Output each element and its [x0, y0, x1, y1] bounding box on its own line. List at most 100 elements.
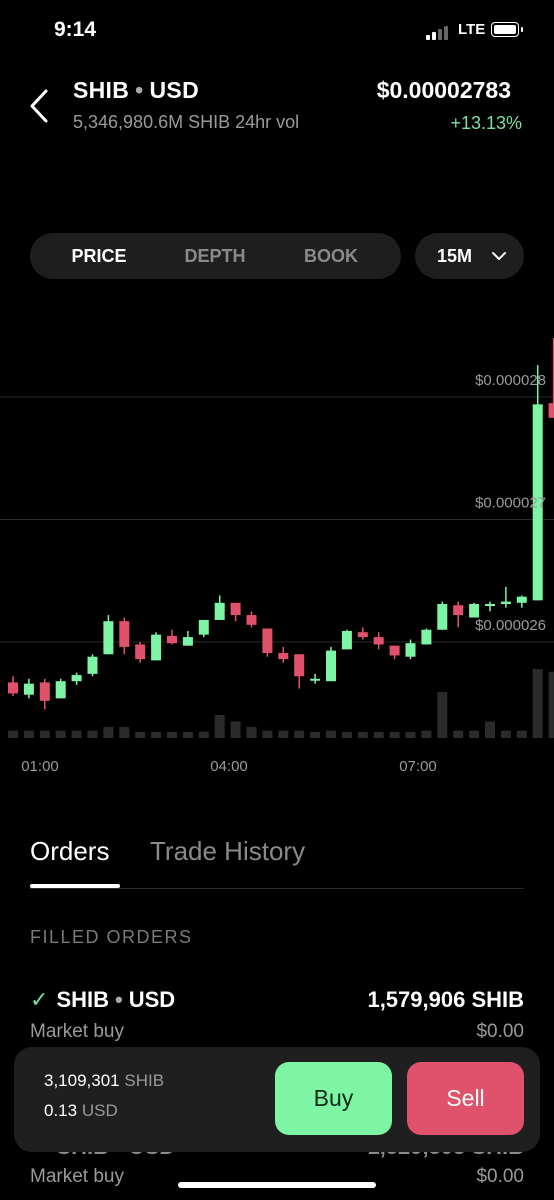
volume-bar — [469, 730, 480, 738]
price-chart[interactable]: $0.000028 $0.000027 $0.000026 01:00 04:00 07… — [0, 300, 554, 800]
signal-icon — [426, 24, 452, 40]
volume-bar — [310, 732, 321, 738]
candle-body — [103, 621, 114, 655]
base-symbol: SHIB — [73, 77, 130, 103]
candle-body — [485, 604, 495, 607]
candle-body — [87, 656, 98, 674]
candle-body — [198, 619, 209, 635]
order-amount: $0.00 — [476, 1021, 524, 1042]
trade-sheet: 3,109,301 SHIB 0.13 USD Buy Sell — [14, 1047, 540, 1152]
candle-body — [182, 637, 193, 646]
order-type: Market buy — [30, 1021, 124, 1042]
candle-body — [500, 601, 511, 605]
x-axis-label: 04:00 — [210, 758, 248, 775]
candle-body — [39, 682, 50, 701]
volume-bar — [500, 730, 511, 738]
home-indicator[interactable] — [178, 1182, 376, 1188]
volume-bar — [453, 730, 464, 738]
candle-body — [246, 615, 257, 625]
order-quote: USD — [128, 987, 176, 1012]
candle-body — [278, 653, 289, 660]
usd-balance-amount: 0.13 — [44, 1101, 78, 1120]
pair-title: SHIB • USD — [73, 77, 199, 104]
tab-book[interactable]: BOOK — [304, 246, 358, 266]
volume-bar — [39, 730, 50, 738]
candle-body — [71, 675, 82, 682]
status-time: 9:14 — [54, 18, 97, 41]
tab-trade-history[interactable]: Trade History — [150, 836, 306, 866]
candle-body — [119, 621, 130, 647]
candle-body — [55, 681, 66, 699]
volume-bar — [103, 726, 114, 738]
candle-body — [341, 630, 352, 650]
back-icon[interactable] — [28, 88, 50, 124]
volume-bar — [246, 726, 257, 738]
volume-bar — [548, 671, 554, 738]
volume-bar — [389, 732, 400, 738]
section-title: FILLED ORDERS — [30, 927, 193, 947]
volume-bar — [341, 732, 352, 738]
battery-icon — [491, 22, 523, 37]
volume-bar — [326, 730, 336, 738]
x-axis-label: 01:00 — [21, 758, 59, 775]
candle-body — [135, 644, 146, 660]
candle-body — [453, 605, 464, 616]
volume-bar — [135, 732, 146, 738]
volume-bar — [167, 732, 177, 738]
candle-body — [421, 629, 432, 645]
usd-balance: 0.13 USD — [44, 1101, 118, 1121]
volume-bar — [294, 730, 305, 738]
price-change: +13.13% — [450, 113, 522, 133]
shib-balance: 3,109,301 SHIB — [44, 1071, 164, 1091]
check-icon: ✓ — [30, 987, 49, 1012]
volume-bar — [119, 726, 130, 738]
volume-bar — [357, 732, 368, 738]
tab-depth[interactable]: DEPTH — [184, 246, 246, 266]
separator: • — [135, 77, 144, 103]
candle-body — [326, 650, 336, 682]
buy-button[interactable]: Buy — [275, 1062, 392, 1135]
candle-body — [437, 604, 448, 630]
candle-body — [532, 404, 543, 601]
volume-bar — [485, 721, 495, 738]
order-pair[interactable]: ✓SHIB•USD — [30, 987, 176, 1012]
candle-body — [469, 604, 480, 618]
x-axis-label: 07:00 — [399, 758, 437, 775]
y-axis-label: $0.000028 — [475, 372, 546, 389]
tab-price[interactable]: PRICE — [71, 246, 127, 266]
candle-body — [310, 678, 321, 681]
volume-bar — [437, 692, 448, 738]
volume-bar — [198, 731, 209, 738]
quote-symbol: USD — [149, 77, 199, 103]
sell-button[interactable]: Sell — [407, 1062, 524, 1135]
candle-body — [23, 683, 34, 695]
volume-bar — [55, 730, 66, 738]
tab-orders[interactable]: Orders — [30, 836, 110, 866]
candle-body — [262, 628, 273, 654]
candle-body — [357, 632, 368, 638]
candle-body — [516, 596, 527, 603]
tab-divider — [30, 888, 524, 889]
shib-balance-unit: SHIB — [124, 1071, 165, 1090]
y-axis-label: $0.000026 — [475, 617, 546, 634]
volume-bar — [8, 730, 18, 738]
order-quantity: 1,579,906 SHIB — [367, 987, 524, 1012]
volume-bar — [230, 721, 241, 738]
y-axis-label: $0.000027 — [475, 495, 546, 512]
candle-body — [167, 635, 177, 644]
candle-body — [214, 602, 225, 620]
candle-body — [373, 637, 384, 645]
volume-bar — [87, 730, 98, 738]
usd-balance-unit: USD — [81, 1101, 118, 1120]
active-tab-indicator — [30, 884, 120, 888]
volume-bar — [151, 732, 162, 738]
volume-bar — [182, 732, 193, 738]
chevron-down-icon — [492, 252, 506, 260]
candle-body — [405, 643, 416, 657]
network-label: LTE — [458, 21, 486, 38]
volume-bar — [278, 730, 289, 738]
volume-bar — [532, 669, 543, 738]
candle-body — [151, 634, 162, 661]
volume-bar — [71, 730, 82, 738]
interval-selector[interactable]: 15M — [415, 233, 524, 279]
